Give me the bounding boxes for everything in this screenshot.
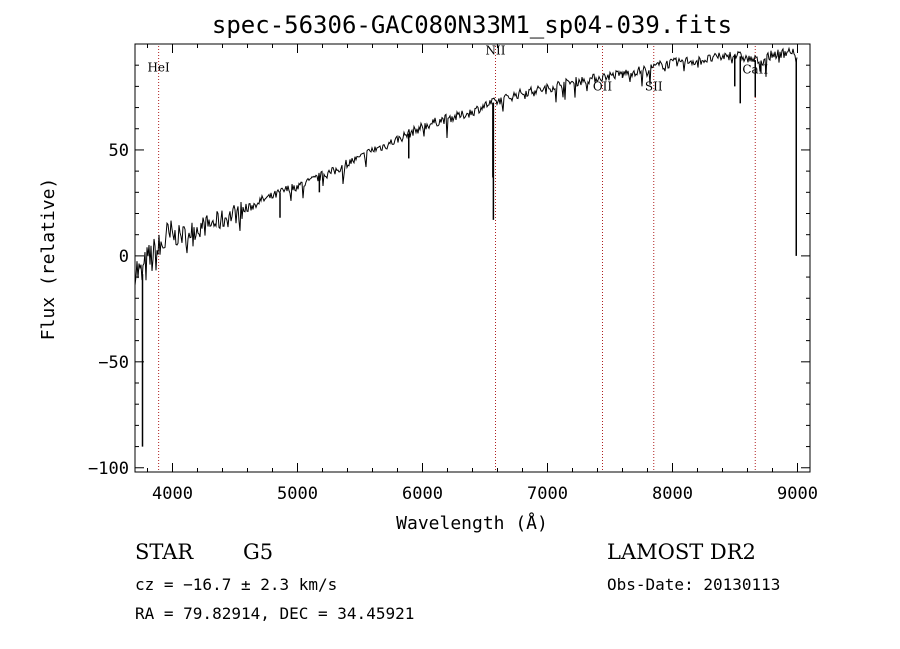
y-tick-label: 50: [109, 141, 129, 161]
coordinates: RA = 79.82914, DEC = 34.45921: [135, 604, 415, 623]
line-marker-label: HeI: [147, 61, 170, 75]
y-tick-label: −100: [88, 459, 129, 479]
plot-frame: [134, 43, 811, 473]
object-subclass: G5: [243, 540, 274, 564]
cz-value: cz = −16.7 ± 2.3 km/s: [135, 575, 338, 594]
survey-name: LAMOST DR2: [607, 540, 756, 564]
x-axis-label: Wavelength (Å): [396, 512, 548, 534]
y-tick-label: 0: [119, 247, 129, 267]
line-marker-label: SII: [645, 80, 663, 94]
y-tick-label: −50: [98, 353, 129, 373]
x-tick-label: 6000: [402, 484, 443, 504]
x-tick-label: 8000: [652, 484, 693, 504]
x-tick-label: 9000: [777, 484, 818, 504]
line-marker-label: NII: [486, 44, 506, 58]
spectrum-series: [134, 46, 798, 286]
chart-title: spec-56306-GAC080N33M1_sp04-039.fits: [212, 11, 732, 39]
line-marker-label: OII: [593, 80, 613, 94]
object-class: STAR: [135, 540, 194, 564]
x-tick-label: 5000: [277, 484, 318, 504]
x-tick-label: 4000: [152, 484, 193, 504]
obs-date: Obs-Date: 20130113: [607, 575, 781, 594]
x-tick-label: 7000: [527, 484, 568, 504]
series-layer: [134, 46, 798, 447]
axis-ticks: 4000 5000 6000 7000 8000 9000 −100 −50 0 50: [88, 44, 818, 504]
y-axis-label: Flux (relative): [38, 178, 59, 341]
